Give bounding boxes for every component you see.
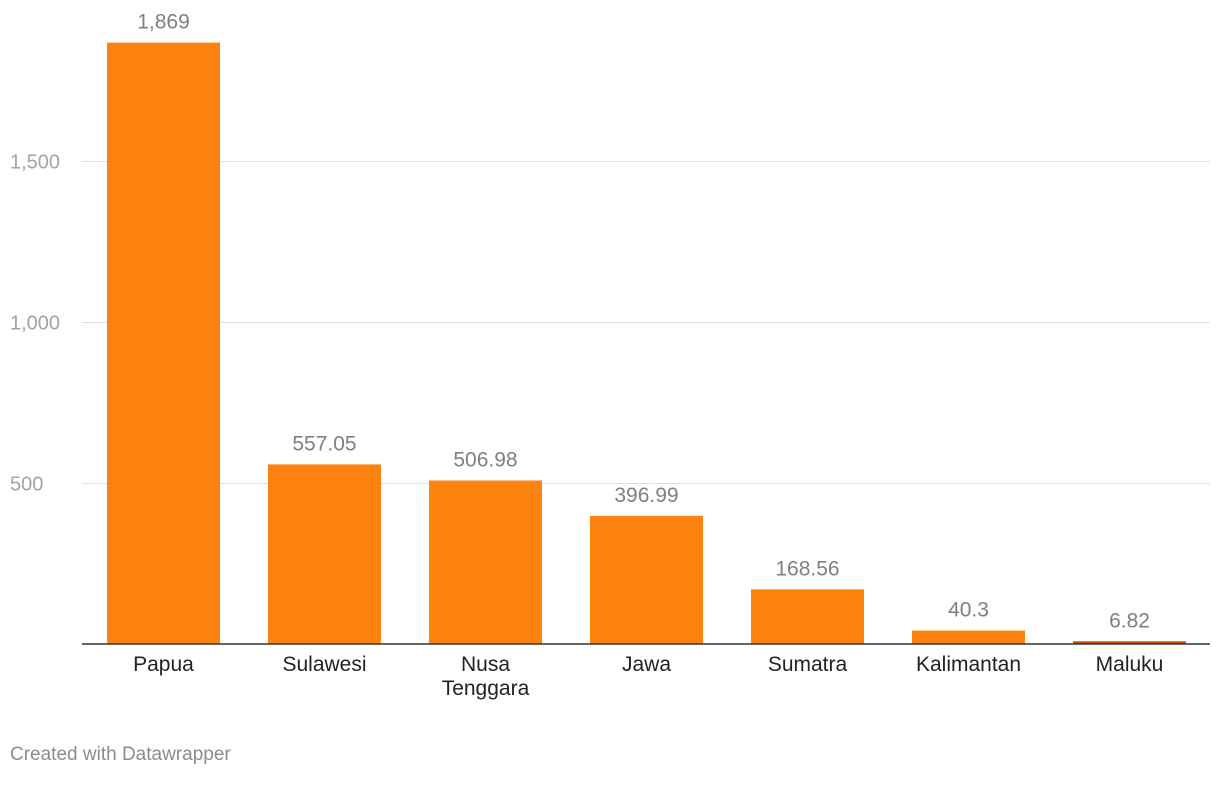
bar	[1073, 641, 1186, 644]
x-tick-label: Jawa	[622, 653, 671, 676]
x-tick-label: Maluku	[1096, 653, 1164, 676]
bar	[429, 480, 542, 644]
gridlines	[82, 161, 1210, 484]
x-tick-label: Kalimantan	[916, 653, 1021, 676]
value-label: 40.3	[948, 599, 989, 622]
bars	[107, 42, 1186, 644]
value-label: 396.99	[614, 484, 678, 507]
x-tick-label: Nusa	[461, 653, 510, 676]
y-tick-label: 1,000	[10, 313, 60, 335]
value-label: 1,869	[137, 11, 190, 34]
value-label: 557.05	[292, 432, 356, 455]
y-tick-label: 1,500	[10, 152, 60, 174]
bar	[590, 515, 703, 644]
x-tick-label: Sulawesi	[282, 653, 366, 676]
bar	[268, 464, 381, 644]
bar	[751, 589, 864, 644]
x-tick-label: Tenggara	[442, 677, 530, 700]
value-label: 506.98	[453, 449, 517, 472]
bar	[107, 42, 220, 644]
footer-credit[interactable]: Created with Datawrapper	[10, 744, 231, 765]
x-tick-label: Papua	[133, 653, 194, 676]
labels: 500 1,000 1,500 1,869 Papua 557.05 Sulawesi 506…	[10, 11, 1163, 700]
y-tick-label: 500	[10, 474, 43, 496]
value-label: 168.56	[775, 557, 839, 580]
x-tick-label: Sumatra	[768, 653, 848, 676]
bar	[912, 630, 1025, 644]
value-label: 6.82	[1109, 609, 1150, 632]
